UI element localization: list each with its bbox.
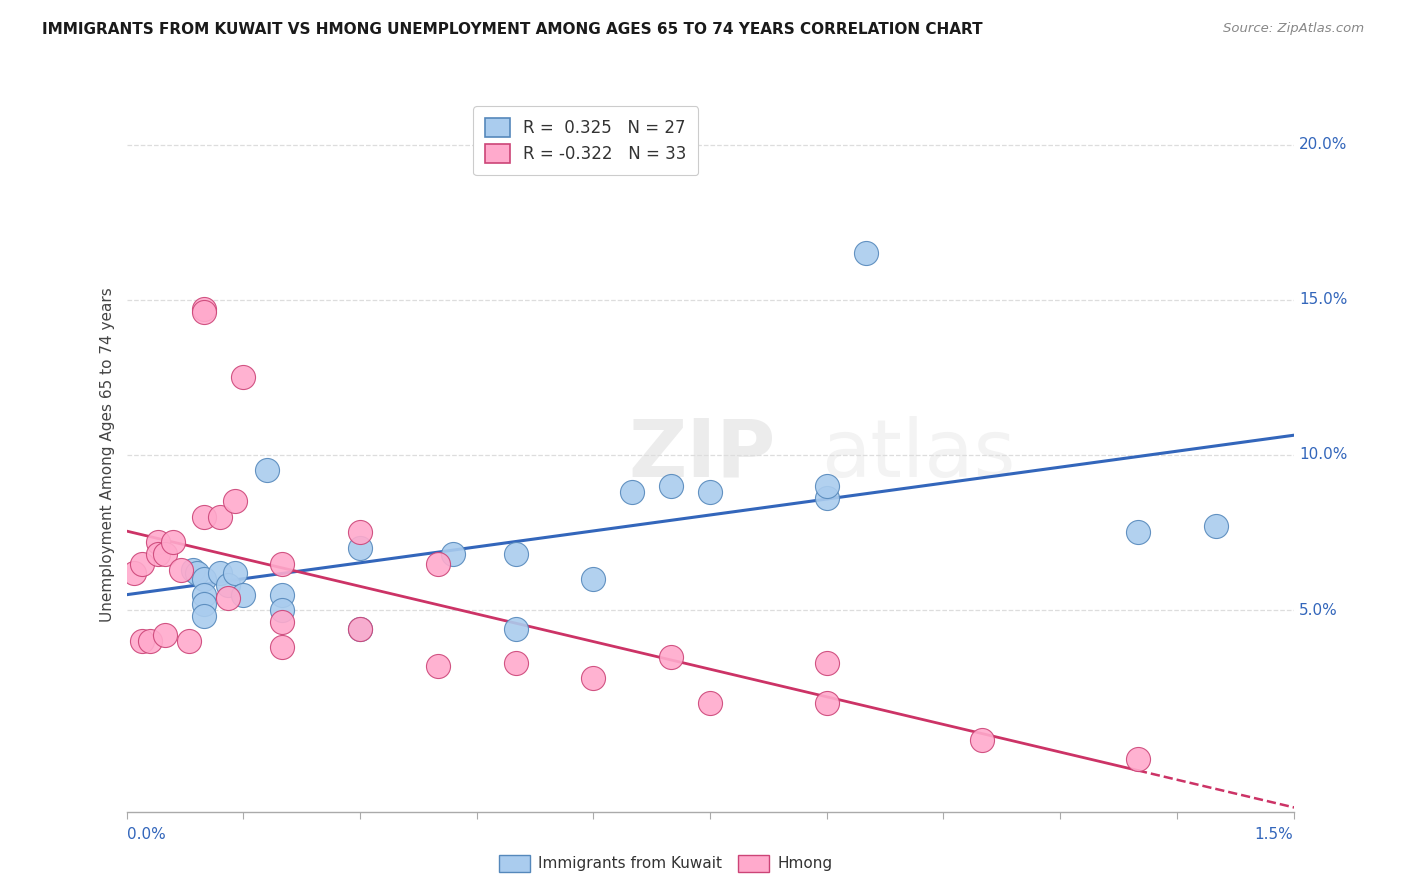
Point <box>131 557 153 571</box>
Text: atlas: atlas <box>821 416 1015 494</box>
Point <box>232 588 254 602</box>
Point <box>217 591 239 605</box>
Point <box>659 479 682 493</box>
Point <box>217 578 239 592</box>
Point <box>815 656 838 670</box>
Text: 1.5%: 1.5% <box>1254 828 1294 842</box>
Text: 0.0%: 0.0% <box>127 828 166 842</box>
Point <box>505 622 527 636</box>
Point <box>426 659 449 673</box>
Point <box>208 510 231 524</box>
Point <box>815 491 838 506</box>
Text: 15.0%: 15.0% <box>1299 293 1348 307</box>
Point <box>193 510 215 524</box>
Point <box>621 485 644 500</box>
Point <box>193 302 215 317</box>
Point <box>349 525 371 540</box>
Point <box>699 485 721 500</box>
Point <box>177 634 200 648</box>
Point <box>193 609 215 624</box>
Point <box>139 634 162 648</box>
Point <box>441 547 464 561</box>
Point <box>208 566 231 580</box>
Point <box>505 547 527 561</box>
Point <box>349 622 371 636</box>
Point <box>193 305 215 319</box>
Point <box>155 547 177 561</box>
Point <box>186 566 208 580</box>
Point <box>1126 752 1149 766</box>
Point <box>1205 519 1227 533</box>
Point <box>505 656 527 670</box>
Point <box>271 588 294 602</box>
Point <box>131 634 153 648</box>
Point <box>815 479 838 493</box>
Text: 20.0%: 20.0% <box>1299 137 1348 153</box>
Text: ZIP: ZIP <box>628 416 776 494</box>
Legend: R =  0.325   N = 27, R = -0.322   N = 33: R = 0.325 N = 27, R = -0.322 N = 33 <box>474 106 699 175</box>
Point <box>855 246 877 260</box>
Text: Immigrants from Kuwait: Immigrants from Kuwait <box>538 856 723 871</box>
Point <box>146 534 169 549</box>
Point <box>271 603 294 617</box>
Point <box>162 534 184 549</box>
Point <box>582 572 605 586</box>
Point <box>271 557 294 571</box>
Point <box>181 563 204 577</box>
Point <box>124 566 146 580</box>
Point <box>170 563 193 577</box>
Point <box>256 463 278 477</box>
Point <box>972 733 994 747</box>
Point <box>426 557 449 571</box>
Text: Hmong: Hmong <box>778 856 832 871</box>
Point <box>271 640 294 655</box>
Point <box>582 671 605 685</box>
Text: IMMIGRANTS FROM KUWAIT VS HMONG UNEMPLOYMENT AMONG AGES 65 TO 74 YEARS CORRELATI: IMMIGRANTS FROM KUWAIT VS HMONG UNEMPLOY… <box>42 22 983 37</box>
Point <box>193 572 215 586</box>
Point <box>155 628 177 642</box>
Point <box>193 588 215 602</box>
Point <box>224 494 246 508</box>
Point <box>224 566 246 580</box>
Point <box>1126 525 1149 540</box>
Point <box>146 547 169 561</box>
Point <box>349 541 371 555</box>
Point <box>349 622 371 636</box>
Point <box>232 370 254 384</box>
Point <box>699 696 721 710</box>
Y-axis label: Unemployment Among Ages 65 to 74 years: Unemployment Among Ages 65 to 74 years <box>100 287 115 623</box>
Point <box>271 615 294 630</box>
Text: 10.0%: 10.0% <box>1299 448 1348 462</box>
Point <box>193 597 215 611</box>
Text: Source: ZipAtlas.com: Source: ZipAtlas.com <box>1223 22 1364 36</box>
Point <box>815 696 838 710</box>
Text: 5.0%: 5.0% <box>1299 603 1339 617</box>
Point <box>659 649 682 664</box>
